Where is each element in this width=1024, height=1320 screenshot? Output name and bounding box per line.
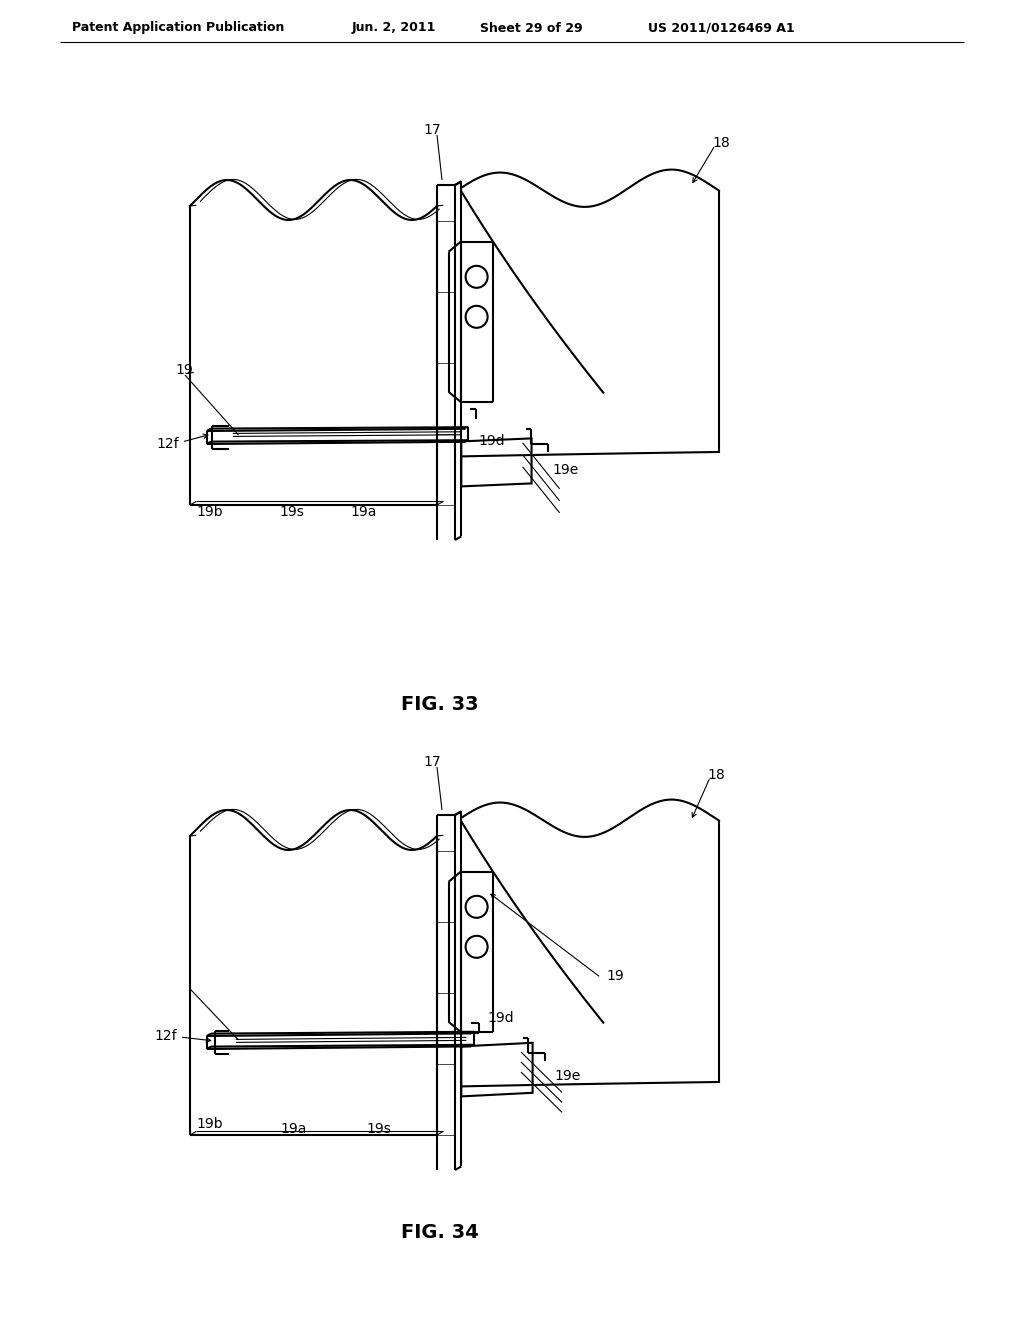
Text: 12f: 12f	[157, 437, 179, 451]
Text: Patent Application Publication: Patent Application Publication	[72, 21, 285, 34]
Text: 19a: 19a	[350, 506, 377, 519]
Text: 18: 18	[708, 768, 725, 781]
Text: 19e: 19e	[555, 1069, 581, 1082]
Text: 18: 18	[713, 136, 730, 150]
Text: 19s: 19s	[366, 1122, 391, 1135]
Text: Sheet 29 of 29: Sheet 29 of 29	[480, 21, 583, 34]
Text: 19e: 19e	[553, 463, 580, 477]
Text: 19: 19	[175, 363, 193, 378]
Text: 19d: 19d	[487, 1011, 514, 1026]
Text: FIG. 34: FIG. 34	[401, 1224, 479, 1242]
Text: 12f: 12f	[155, 1030, 177, 1043]
Text: Jun. 2, 2011: Jun. 2, 2011	[352, 21, 436, 34]
Text: 19b: 19b	[196, 504, 222, 519]
Text: 19d: 19d	[478, 434, 505, 449]
Text: 19s: 19s	[280, 506, 304, 519]
Text: 17: 17	[423, 123, 440, 137]
Text: 19b: 19b	[196, 1117, 222, 1131]
Text: US 2011/0126469 A1: US 2011/0126469 A1	[648, 21, 795, 34]
Text: FIG. 33: FIG. 33	[401, 696, 479, 714]
Text: 19: 19	[606, 969, 624, 983]
Text: 19a: 19a	[281, 1122, 306, 1137]
Text: 17: 17	[423, 755, 440, 770]
